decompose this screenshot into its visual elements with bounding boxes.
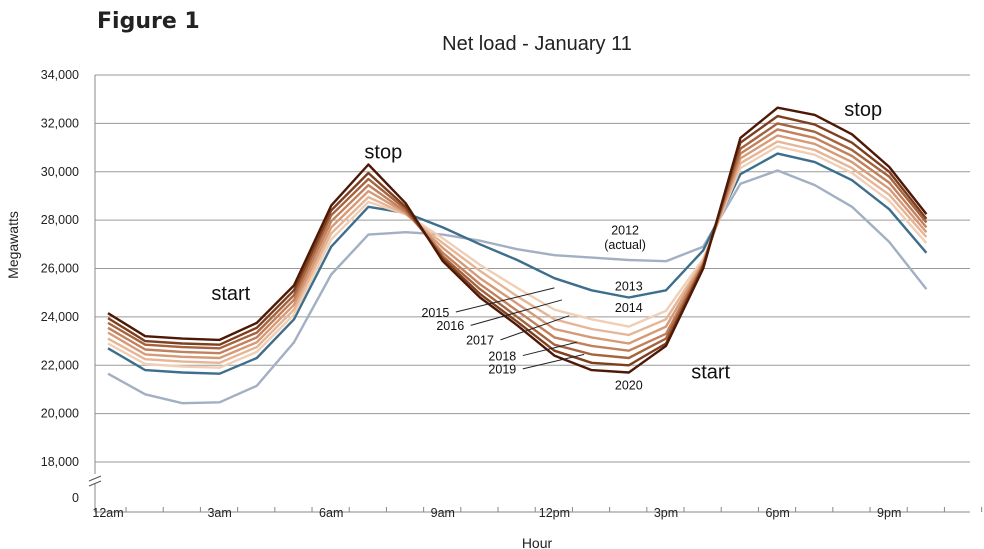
y-tick-labels: 0 18,000 20,000 22,000 24,000 26,000 28,000 30,… — [41, 68, 79, 505]
series-line-2014 — [107, 145, 928, 369]
series-line-2018 — [107, 122, 928, 360]
y-tick-label: 26,000 — [41, 262, 79, 276]
x-tick-label: 6am — [319, 506, 343, 520]
y-tick-label: 0 — [72, 491, 79, 505]
leader-line — [522, 341, 577, 357]
axes — [88, 75, 970, 513]
y-axis-label: Megawatts — [5, 211, 21, 279]
curve-annotation: stop — [364, 141, 402, 163]
series-line-2020 — [107, 106, 928, 374]
series-label: 2013 — [615, 279, 643, 293]
x-tick-label: 12pm — [539, 506, 570, 520]
y-tick-label: 34,000 — [41, 68, 79, 82]
series-label: 2016 — [436, 319, 464, 333]
series-line-2016 — [107, 134, 928, 360]
curve-annotation: stop — [844, 99, 882, 121]
annotations: start stop start stop 2012(actual) 2013 2014 20… — [211, 99, 882, 392]
y-tick-label: 30,000 — [41, 165, 79, 179]
series-label: 2020 — [615, 378, 643, 392]
x-tick-labels: 12am 3am 6am 9am 12pm 3pm 6pm 9pm — [92, 506, 983, 520]
series-line-2012 — [107, 169, 928, 405]
series-label: 2019 — [488, 363, 516, 377]
x-tick-label: 3pm — [654, 506, 678, 520]
figure-label: Figure 1 — [97, 9, 200, 34]
annotation-leaders — [455, 287, 585, 370]
x-tick-label: 9am — [431, 506, 455, 520]
series-label: 2017 — [466, 334, 494, 348]
x-tick-label: 12am — [92, 506, 123, 520]
series-label: 2015 — [421, 306, 449, 320]
x-tick-label: 3am — [207, 506, 231, 520]
series-line-2017 — [107, 128, 928, 355]
y-tick-label: 22,000 — [41, 358, 79, 372]
y-tick-label: 18,000 — [41, 455, 79, 469]
x-tick-label: 6pm — [765, 506, 789, 520]
leader-line — [522, 353, 585, 370]
chart-title: Net load - January 11 — [442, 33, 632, 55]
series-lines — [107, 106, 928, 405]
series-label: 2014 — [615, 301, 643, 315]
series-line-2015 — [107, 140, 928, 364]
curve-annotation: start — [211, 283, 250, 305]
y-tick-label: 28,000 — [41, 213, 79, 227]
y-tick-label: 20,000 — [41, 407, 79, 421]
x-axis-label: Hour — [522, 535, 553, 549]
series-line-2019 — [107, 114, 928, 367]
y-tick-label: 24,000 — [41, 310, 79, 324]
leader-line — [470, 299, 562, 326]
curve-annotation: start — [691, 362, 730, 384]
series-label: 2018 — [488, 349, 516, 363]
axis-break-marker — [88, 474, 102, 487]
leader-line — [500, 315, 570, 341]
y-tick-label: 32,000 — [41, 116, 79, 130]
series-label: (actual) — [604, 238, 646, 252]
series-line-2013 — [107, 152, 928, 375]
series-label: 2012 — [611, 224, 639, 238]
leader-line — [455, 287, 555, 313]
x-tick-label: 9pm — [877, 506, 901, 520]
